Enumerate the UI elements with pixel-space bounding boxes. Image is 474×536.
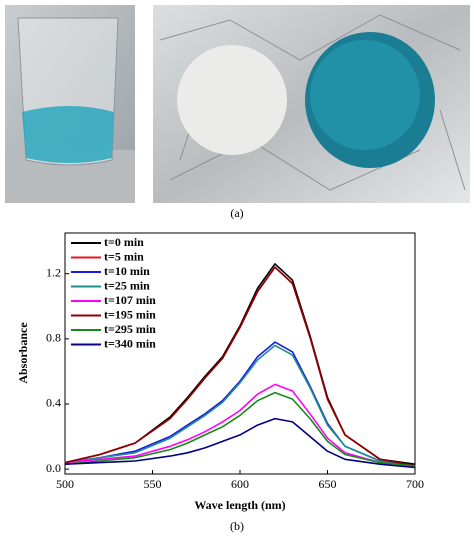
series-line (64, 391, 416, 467)
x-tick-label: 650 (319, 477, 337, 491)
x-tick-label: 600 (231, 477, 249, 491)
y-tick-label: 0.8 (46, 331, 61, 345)
legend-label: t=25 min (104, 278, 150, 292)
legend-label: t=107 min (104, 293, 156, 307)
legend-label: t=5 min (104, 249, 144, 263)
legend-label: t=10 min (104, 264, 150, 278)
x-tick-label: 500 (56, 477, 74, 491)
caption-a: (a) (230, 206, 243, 220)
x-tick-label: 700 (406, 477, 424, 491)
legend-label: t=0 min (104, 235, 144, 249)
x-axis-title: Wave length (nm) (194, 498, 285, 512)
legend-label: t=340 min (104, 336, 156, 350)
photo-beaker (5, 5, 135, 203)
y-axis-title: Absorbance (16, 322, 30, 384)
legend-label: t=195 min (104, 307, 156, 321)
series-line (64, 344, 416, 467)
caption-b: (b) (230, 519, 244, 533)
series-line (64, 266, 416, 467)
y-tick-label: 1.2 (46, 265, 61, 279)
y-tick-label: 0.0 (46, 461, 61, 475)
series-line (64, 383, 416, 467)
series-line (64, 417, 416, 469)
y-tick-label: 0.4 (46, 396, 61, 410)
x-tick-label: 550 (144, 477, 162, 491)
legend-label: t=295 min (104, 322, 156, 336)
photo-discs (153, 5, 470, 203)
